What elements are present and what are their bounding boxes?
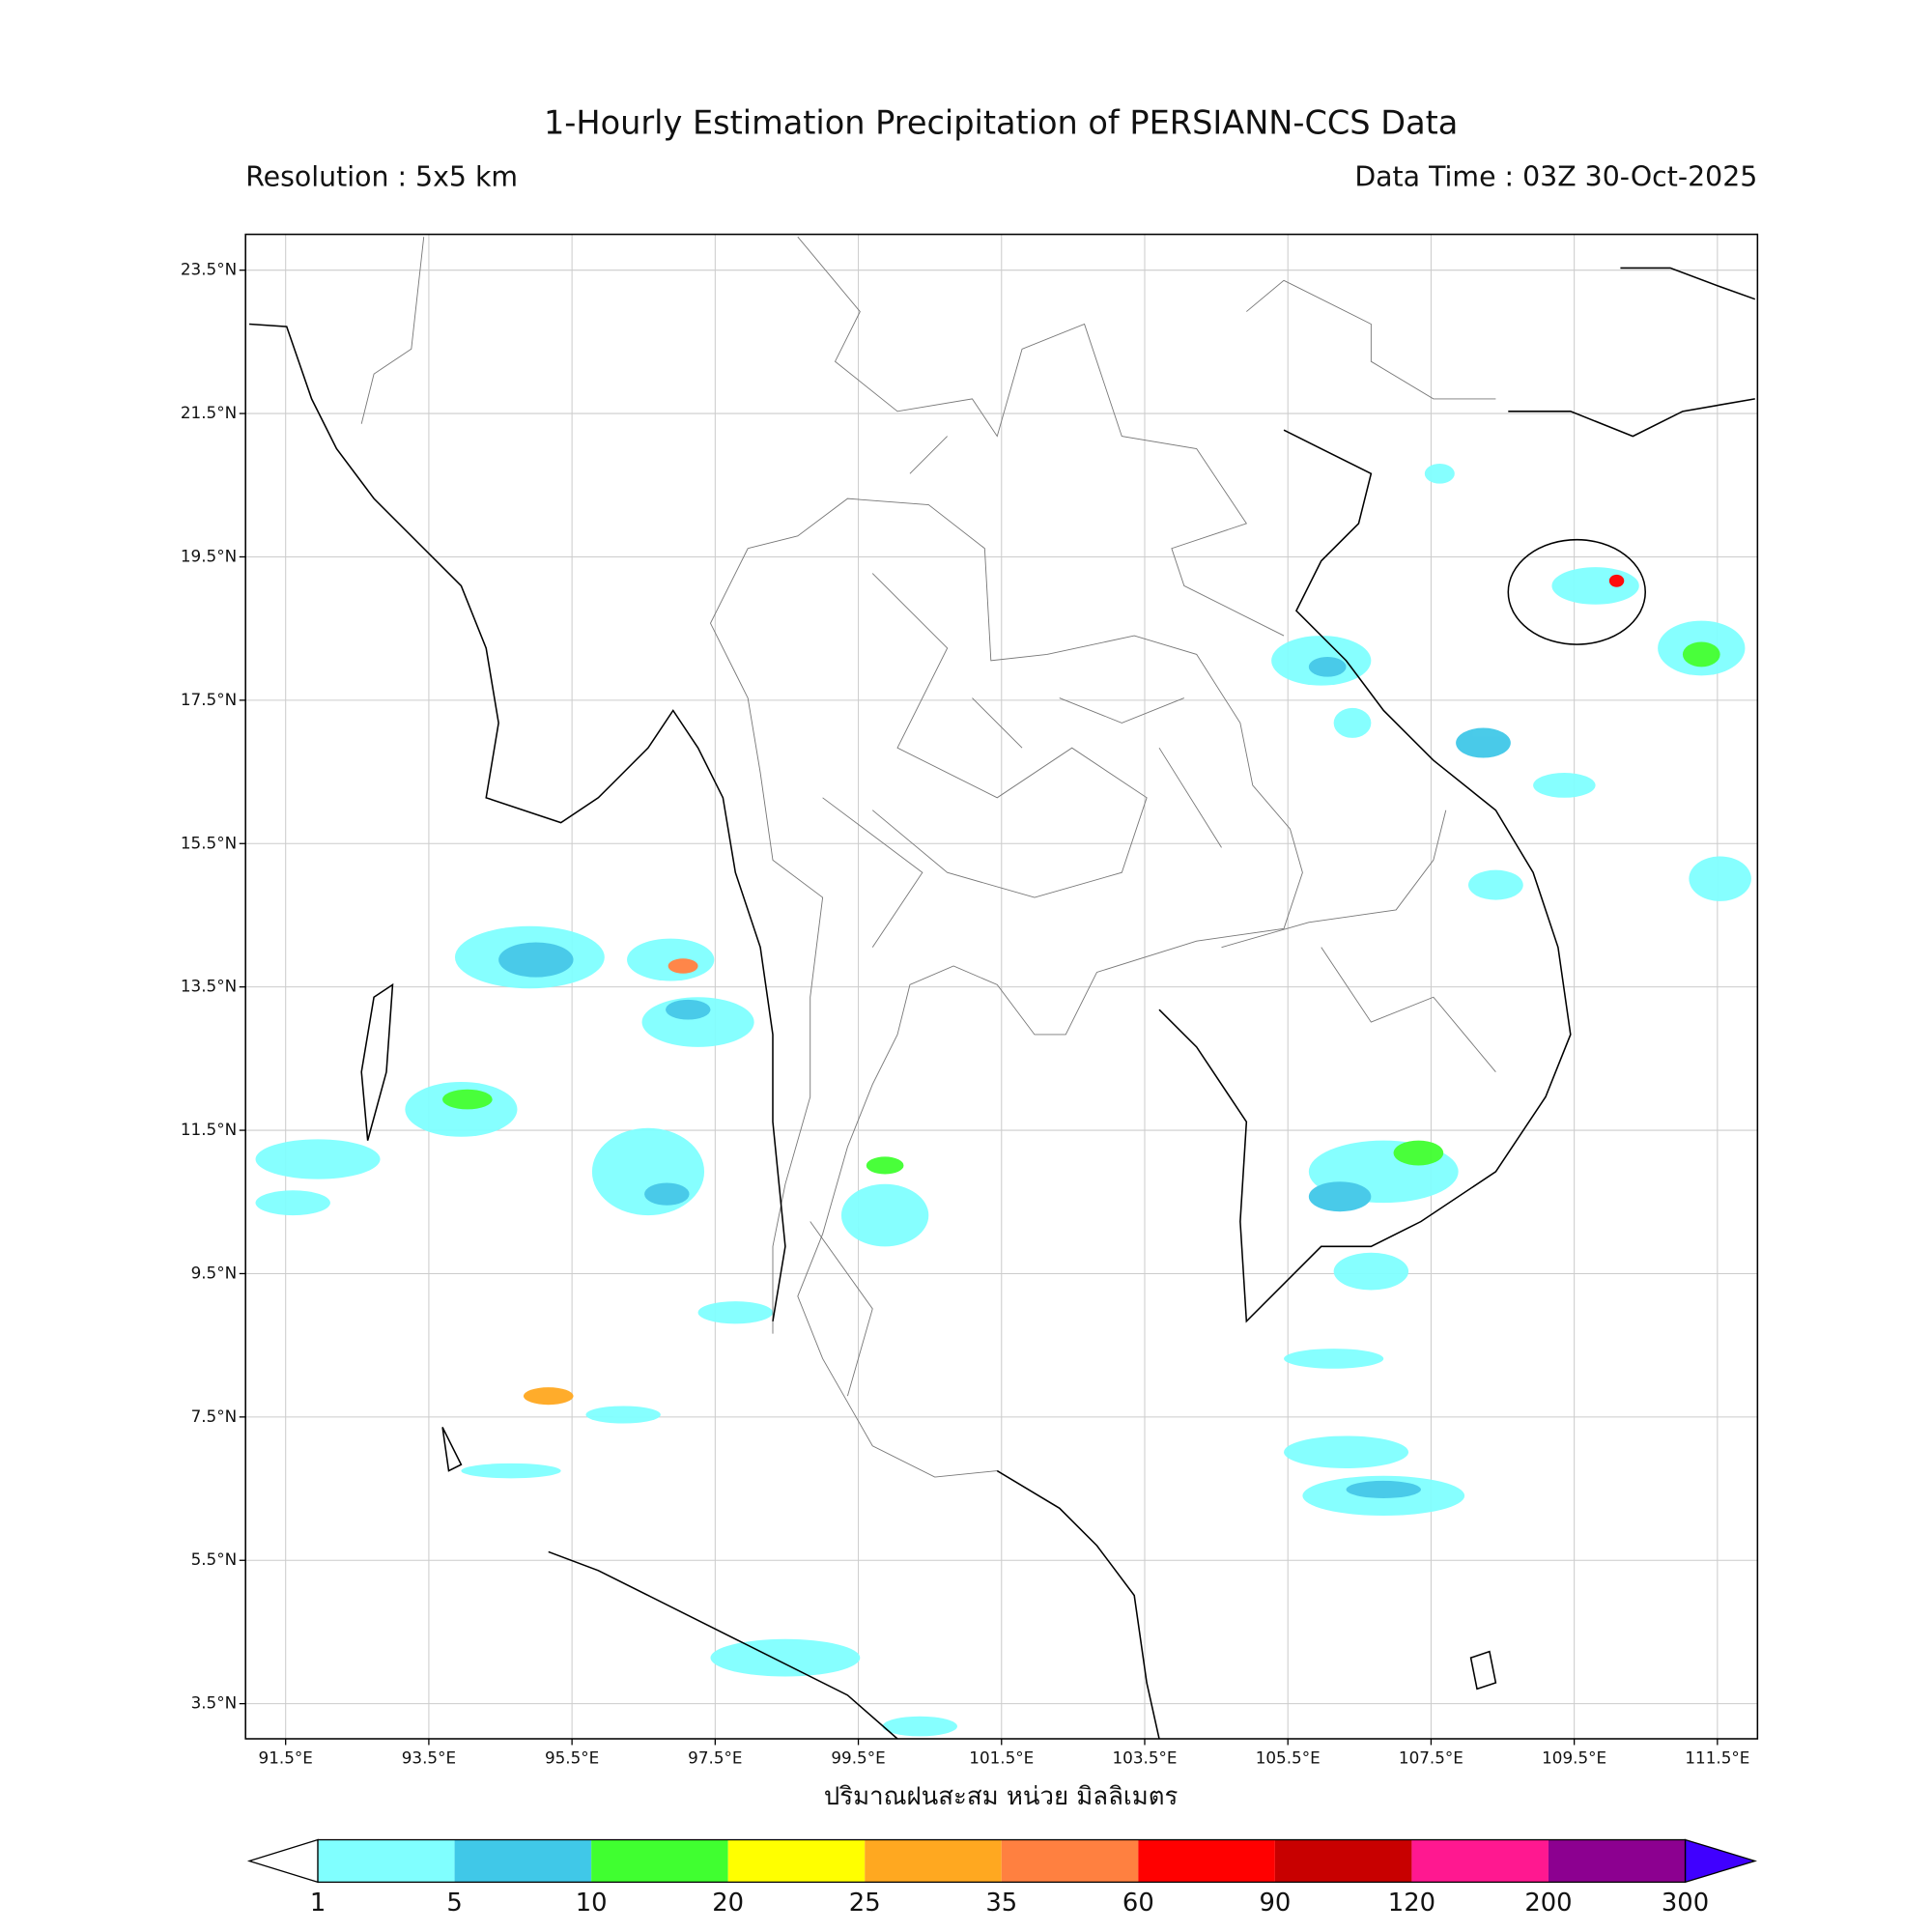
rain bbox=[255, 1139, 381, 1179]
rain bbox=[1533, 773, 1596, 798]
title: 1-Hourly Estimation Precipitation of PER… bbox=[544, 104, 1458, 142]
y-tick-label: 3.5°N bbox=[191, 1693, 238, 1713]
rain bbox=[585, 1406, 661, 1424]
x-tick-label: 107.5°E bbox=[1399, 1748, 1463, 1768]
rain bbox=[1393, 1140, 1444, 1166]
rain bbox=[1424, 464, 1455, 484]
rain bbox=[1333, 707, 1372, 738]
rain bbox=[840, 1183, 929, 1247]
y-tick-label: 13.5°N bbox=[181, 977, 237, 996]
colorbar-segment bbox=[1274, 1839, 1412, 1883]
colorbar-segment bbox=[727, 1839, 866, 1883]
y-tick-label: 21.5°N bbox=[181, 403, 237, 422]
rain bbox=[668, 958, 698, 974]
colorbar-label: 25 bbox=[849, 1889, 881, 1918]
colorbar-label: 90 bbox=[1259, 1889, 1291, 1918]
rain bbox=[442, 1089, 493, 1110]
map-lines bbox=[249, 236, 1756, 1740]
rain bbox=[1689, 856, 1751, 901]
x-tick-label: 103.5°E bbox=[1112, 1748, 1177, 1768]
x-tick-label: 95.5°E bbox=[545, 1748, 599, 1768]
rain bbox=[1456, 727, 1511, 758]
colorbar-label: 5 bbox=[446, 1889, 462, 1918]
x-tick-label: 101.5°E bbox=[969, 1748, 1034, 1768]
rain bbox=[591, 1127, 705, 1216]
colorbar-segment bbox=[454, 1839, 592, 1883]
rain bbox=[461, 1463, 561, 1479]
rain bbox=[1333, 1252, 1409, 1291]
colorbar-over bbox=[1684, 1838, 1757, 1884]
rain bbox=[1308, 1181, 1372, 1212]
grid bbox=[245, 234, 1758, 1739]
colorbar-label: 20 bbox=[712, 1889, 744, 1918]
x-tick-label: 109.5°E bbox=[1542, 1748, 1606, 1768]
rain bbox=[1308, 657, 1347, 677]
x-tick-label: 99.5°E bbox=[831, 1748, 885, 1768]
x-axis-label: ปริมาณฝนสะสม หน่วย มิลลิเมตร bbox=[824, 1782, 1179, 1811]
rain bbox=[882, 1716, 957, 1737]
colorbar-segment bbox=[318, 1839, 455, 1883]
rain bbox=[644, 1182, 690, 1206]
rain bbox=[1284, 1349, 1384, 1369]
rain bbox=[1284, 1435, 1409, 1468]
colorbar-segment bbox=[591, 1839, 728, 1883]
resolution: Resolution : 5x5 km bbox=[245, 161, 518, 193]
colorbar-segment bbox=[1548, 1839, 1686, 1883]
precipitation bbox=[255, 464, 1751, 1737]
colorbar-label: 1 bbox=[310, 1889, 326, 1918]
y-tick-label: 17.5°N bbox=[181, 690, 237, 709]
rain bbox=[1346, 1480, 1421, 1498]
rain bbox=[666, 999, 711, 1020]
rain bbox=[255, 1190, 330, 1216]
colorbar-label: 300 bbox=[1662, 1889, 1709, 1918]
colorbar-segment bbox=[1411, 1839, 1548, 1883]
rain bbox=[866, 1156, 904, 1175]
rain bbox=[697, 1301, 773, 1324]
y-tick-label: 11.5°N bbox=[181, 1120, 237, 1139]
rain bbox=[1551, 567, 1639, 605]
colorbar-label: 120 bbox=[1388, 1889, 1435, 1918]
x-tick-label: 105.5°E bbox=[1256, 1748, 1321, 1768]
colorbar-frame bbox=[317, 1838, 1687, 1884]
rain bbox=[523, 1387, 574, 1406]
y-tick-label: 23.5°N bbox=[181, 260, 237, 279]
colorbar-label: 200 bbox=[1524, 1889, 1572, 1918]
x-tick-label: 91.5°E bbox=[259, 1748, 313, 1768]
colorbar-under bbox=[246, 1838, 319, 1884]
rain bbox=[1682, 641, 1720, 668]
data-time: Data Time : 03Z 30-Oct-2025 bbox=[1354, 161, 1757, 193]
rain bbox=[710, 1638, 861, 1677]
rain bbox=[1608, 574, 1625, 587]
y-tick-label: 9.5°N bbox=[191, 1263, 238, 1282]
y-tick-label: 15.5°N bbox=[181, 833, 237, 852]
y-tick-label: 19.5°N bbox=[181, 546, 237, 565]
colorbar-label: 60 bbox=[1122, 1889, 1154, 1918]
rain bbox=[627, 938, 715, 981]
rain bbox=[498, 942, 574, 978]
colorbar: 1 5 10 20 25 35 60 90 120 200 300 bbox=[246, 1838, 1757, 1918]
colorbar-segment bbox=[1138, 1839, 1275, 1883]
colorbar-segment bbox=[1001, 1839, 1139, 1883]
y-tick-label: 7.5°N bbox=[191, 1406, 238, 1426]
x-tick-label: 97.5°E bbox=[688, 1748, 742, 1768]
x-tick-label: 93.5°E bbox=[402, 1748, 456, 1768]
colorbar-label: 10 bbox=[576, 1889, 608, 1918]
colorbar-label: 35 bbox=[985, 1889, 1017, 1918]
rain bbox=[1468, 869, 1523, 900]
colorbar-segment bbox=[865, 1839, 1002, 1883]
x-tick-label: 111.5°E bbox=[1685, 1748, 1749, 1768]
y-tick-label: 5.5°N bbox=[191, 1549, 238, 1569]
